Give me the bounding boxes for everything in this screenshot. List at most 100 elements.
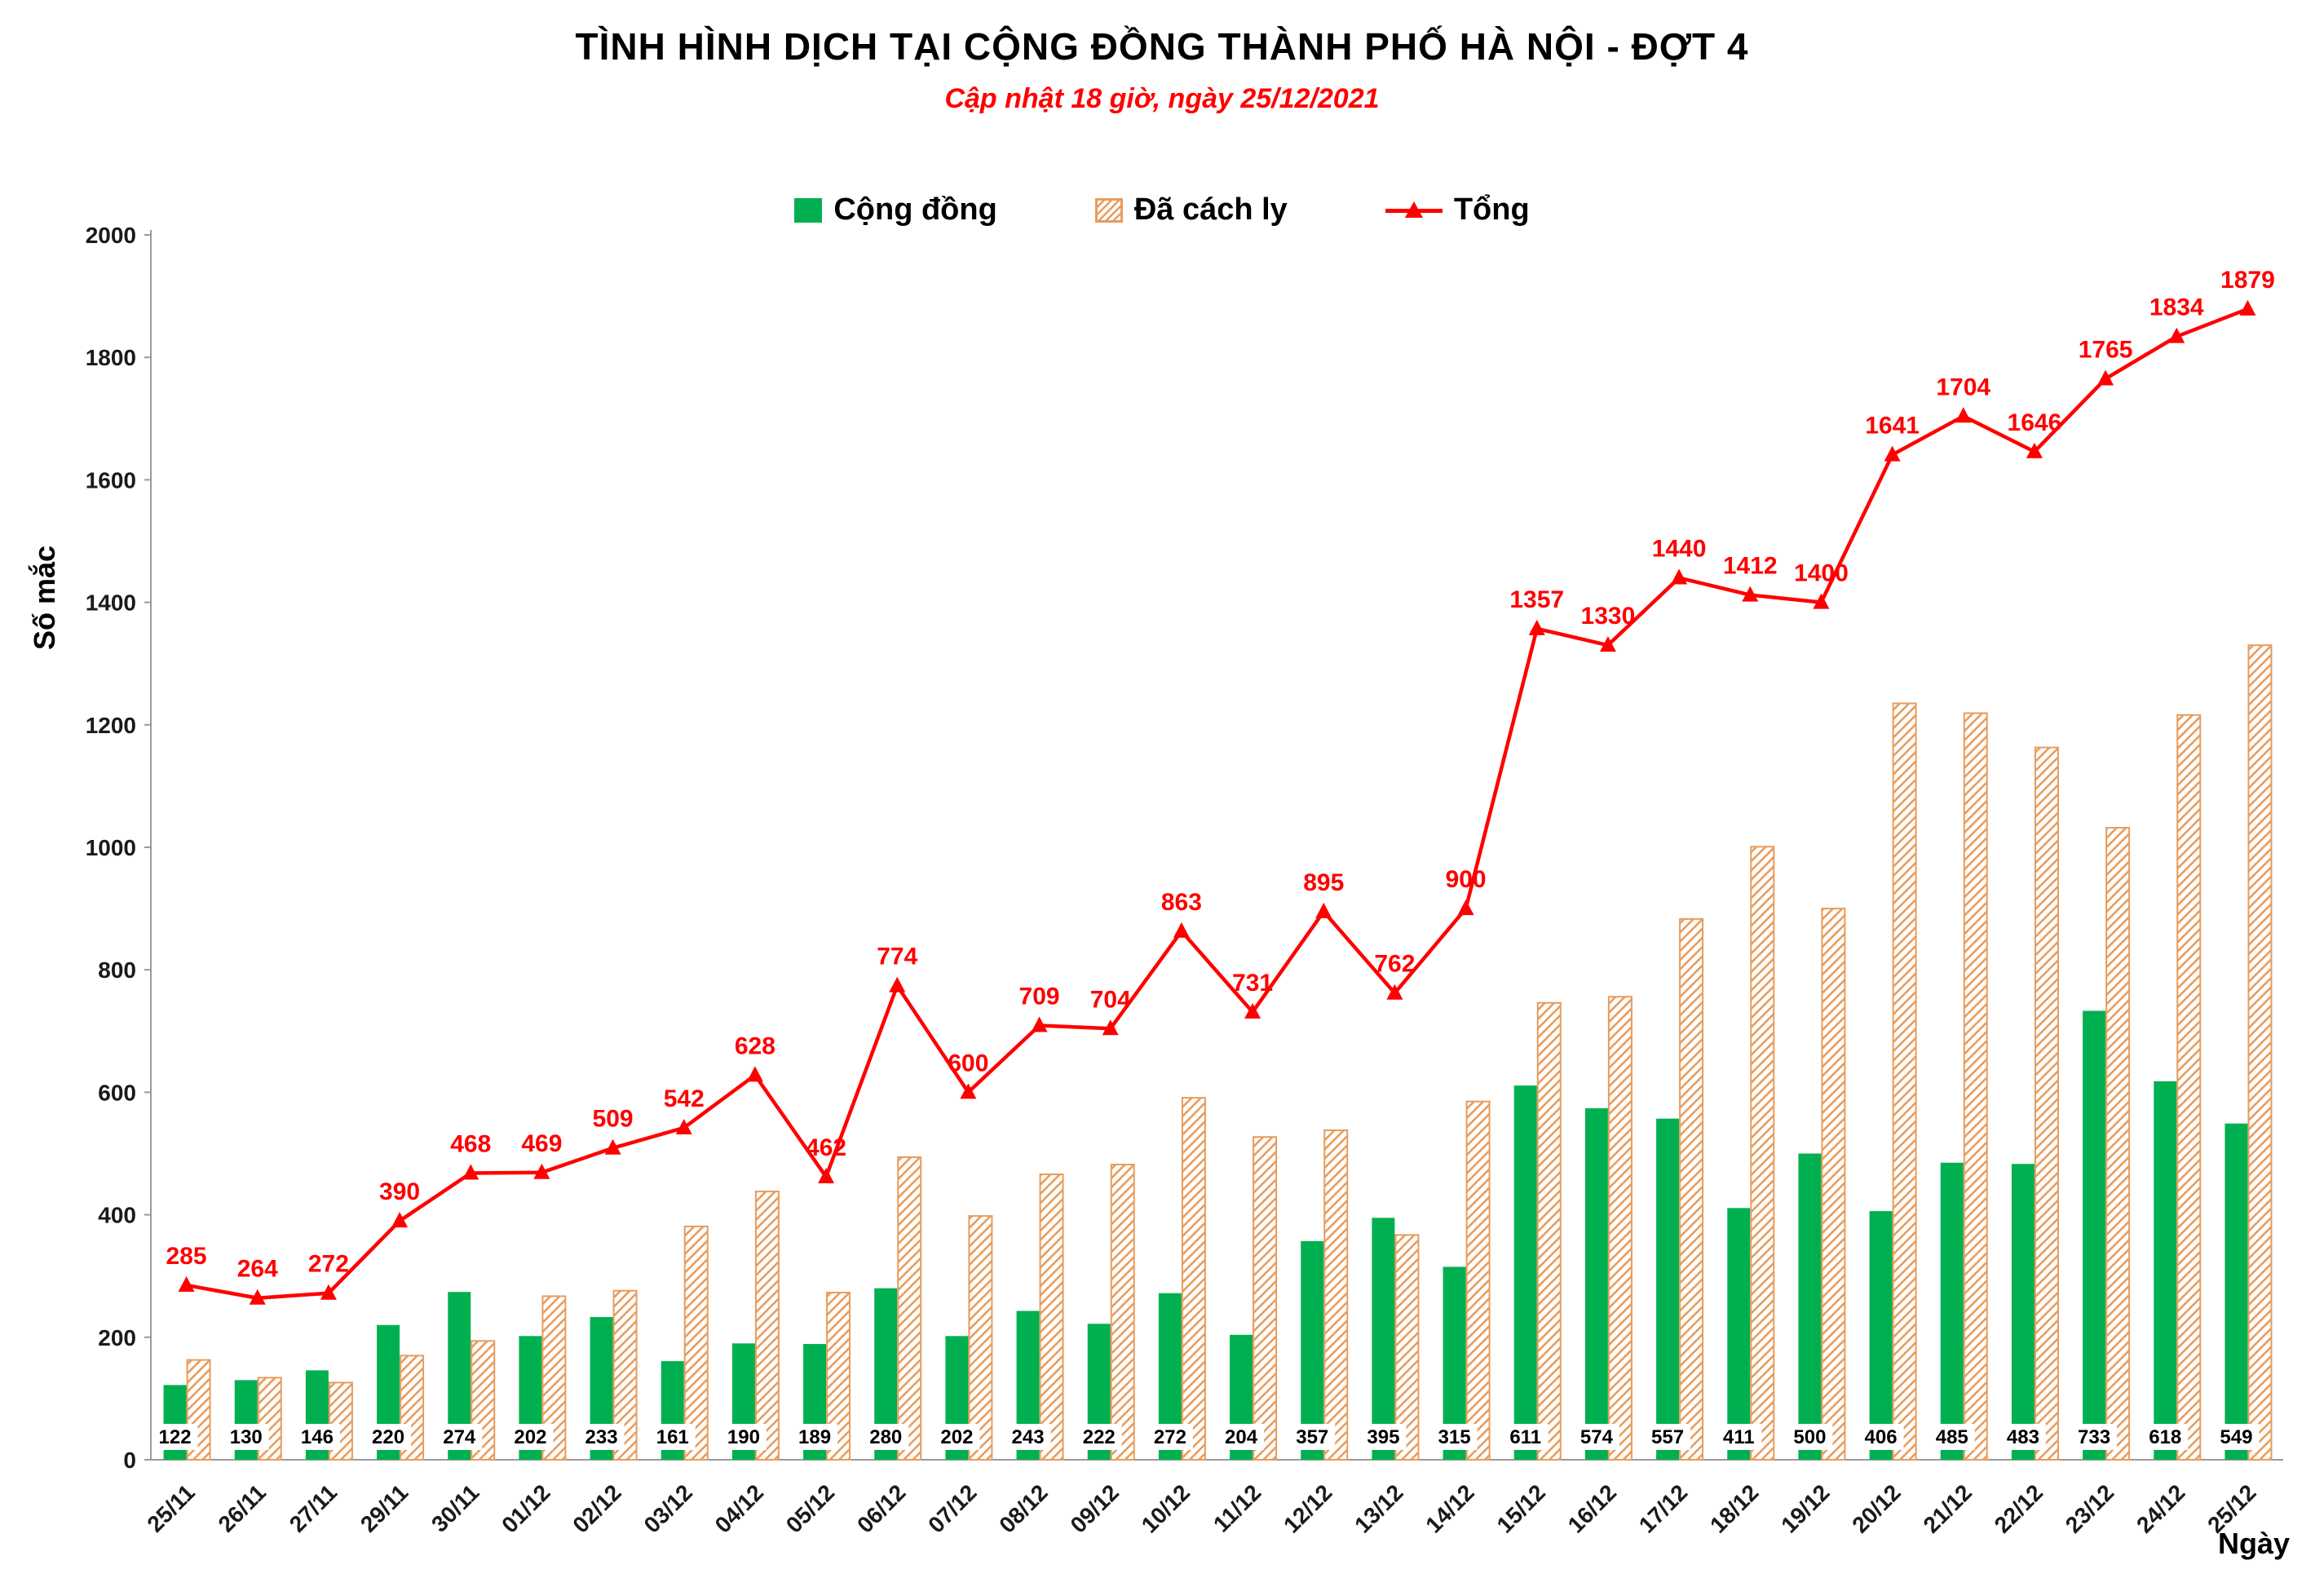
marker-tong-icon xyxy=(1742,586,1759,602)
y-tick-label: 1800 xyxy=(86,345,136,370)
community-value-chip xyxy=(863,1424,909,1450)
community-value-label: 557 xyxy=(1651,1426,1684,1448)
marker-tong-icon xyxy=(1599,636,1616,652)
line-tong xyxy=(186,307,2249,1300)
community-value-label: 233 xyxy=(585,1426,618,1448)
y-tick-label: 2000 xyxy=(86,223,136,248)
total-value-label: 1765 xyxy=(2079,336,2133,363)
bar-da-cach-ly xyxy=(1394,1234,1420,1461)
marker-tong-icon xyxy=(675,1118,692,1134)
marker-tong-icon xyxy=(2168,327,2185,343)
community-value-label: 357 xyxy=(1296,1426,1328,1448)
community-value-chip xyxy=(649,1424,696,1450)
bar-da-cach-ly xyxy=(968,1215,993,1461)
community-value-chip xyxy=(1289,1424,1336,1450)
legend-item-cong-dong: Cộng đồng xyxy=(794,192,997,228)
total-value-label: 709 xyxy=(1019,983,1060,1010)
total-value-label: 272 xyxy=(308,1251,349,1278)
x-tick-label: 23/12 xyxy=(2061,1479,2119,1537)
community-value-chip xyxy=(934,1424,980,1450)
community-value-label: 483 xyxy=(2007,1426,2039,1448)
x-tick-label: 19/12 xyxy=(1776,1479,1834,1537)
x-tick-label: 17/12 xyxy=(1634,1479,1692,1537)
legend-label-da-cach-ly: Đã cách ly xyxy=(1133,192,1288,227)
y-tick-label: 1600 xyxy=(86,467,136,493)
marker-tong-icon xyxy=(462,1164,479,1180)
x-axis-title: Ngày xyxy=(2217,1527,2290,1560)
community-value-chip xyxy=(1858,1424,1904,1450)
total-value-label: 462 xyxy=(806,1134,846,1161)
total-value-label: 1646 xyxy=(2008,409,2062,436)
bar-da-cach-ly xyxy=(1536,1001,1562,1461)
marker-tong-icon xyxy=(1173,922,1190,938)
bar-da-cach-ly xyxy=(2105,826,2131,1461)
community-value-chip xyxy=(1005,1424,1051,1450)
community-value-label: 243 xyxy=(1012,1426,1045,1448)
bar-da-cach-ly xyxy=(1253,1136,1278,1461)
y-tick-label: 600 xyxy=(98,1080,136,1105)
marker-tong-icon xyxy=(249,1288,266,1305)
legend-swatch-da-cach-ly-icon xyxy=(1094,197,1123,223)
x-tick-label: 12/12 xyxy=(1279,1479,1337,1537)
community-value-label: 222 xyxy=(1083,1426,1116,1448)
bar-da-cach-ly xyxy=(1679,917,1704,1461)
x-tick-label: 02/12 xyxy=(568,1479,625,1537)
bar-cong-dong xyxy=(1584,1107,1608,1460)
bar-da-cach-ly xyxy=(2034,746,2059,1461)
x-tick-label: 16/12 xyxy=(1563,1479,1621,1537)
community-value-chip xyxy=(1716,1424,1762,1450)
marker-tong-icon xyxy=(320,1284,337,1300)
bar-cong-dong xyxy=(1869,1211,1893,1460)
bar-da-cach-ly xyxy=(1039,1174,1064,1461)
bar-cong-dong xyxy=(1798,1153,1822,1460)
total-value-label: 774 xyxy=(877,944,917,970)
total-value-label: 1357 xyxy=(1509,586,1564,613)
marker-tong-icon xyxy=(960,1083,977,1099)
marker-tong-icon xyxy=(1386,983,1403,1000)
bar-cong-dong xyxy=(1727,1208,1751,1460)
bar-cong-dong xyxy=(2083,1010,2106,1460)
community-value-label: 618 xyxy=(2149,1426,2181,1448)
x-tick-label: 24/12 xyxy=(2132,1479,2189,1537)
x-tick-label: 01/12 xyxy=(497,1479,554,1537)
community-value-chip xyxy=(436,1424,483,1450)
community-value-label: 220 xyxy=(372,1426,404,1448)
community-value-chip xyxy=(1787,1424,1833,1450)
chart-subtitle: Cập nhật 18 giờ, ngày 25/12/2021 xyxy=(944,83,1380,114)
legend-swatch-tong-icon xyxy=(1385,200,1443,221)
x-tick-label: 07/12 xyxy=(923,1479,981,1537)
x-tick-label: 27/11 xyxy=(285,1479,342,1536)
y-tick-label: 1200 xyxy=(86,713,136,738)
community-value-label: 500 xyxy=(1793,1426,1826,1448)
total-value-label: 1400 xyxy=(1794,560,1849,587)
community-value-chip xyxy=(720,1424,767,1450)
community-value-label: 574 xyxy=(1580,1426,1614,1448)
community-value-label: 611 xyxy=(1509,1426,1541,1448)
community-value-chip xyxy=(1218,1424,1265,1450)
bar-da-cach-ly xyxy=(1607,996,1633,1461)
x-tick-label: 25/11 xyxy=(142,1479,199,1536)
bar-cong-dong xyxy=(1656,1118,1680,1460)
total-value-label: 509 xyxy=(593,1106,634,1133)
bar-da-cach-ly xyxy=(683,1225,709,1461)
bar-da-cach-ly xyxy=(754,1191,780,1461)
x-tick-label: 15/12 xyxy=(1492,1479,1550,1537)
marker-tong-icon xyxy=(1671,568,1688,585)
marker-tong-icon xyxy=(1955,407,1972,423)
community-value-label: 189 xyxy=(798,1426,831,1448)
x-tick-label: 10/12 xyxy=(1137,1479,1195,1537)
x-tick-label: 30/11 xyxy=(426,1479,484,1536)
bar-da-cach-ly xyxy=(2247,644,2273,1461)
community-value-chip xyxy=(1645,1424,1691,1450)
y-tick-label: 400 xyxy=(98,1203,136,1228)
y-tick-label: 1000 xyxy=(86,835,136,860)
community-value-chip xyxy=(294,1424,340,1450)
legend-item-da-cach-ly: Đã cách ly xyxy=(1094,192,1288,228)
community-value-label: 411 xyxy=(1723,1426,1755,1448)
community-value-chip xyxy=(578,1424,625,1450)
community-value-label: 202 xyxy=(940,1426,973,1448)
community-value-chip xyxy=(2071,1424,2118,1450)
marker-tong-icon xyxy=(178,1275,195,1292)
total-value-label: 900 xyxy=(1446,866,1487,893)
